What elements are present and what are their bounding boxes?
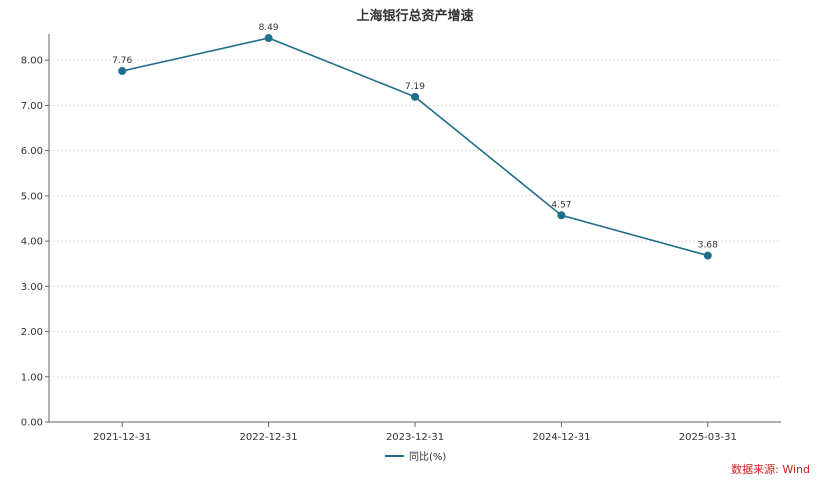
y-tick-label: 8.00 [21, 56, 43, 67]
data-point[interactable] [118, 67, 127, 76]
series-group [118, 34, 712, 260]
data-label: 7.19 [405, 82, 425, 92]
y-tick-label: 0.00 [21, 418, 43, 429]
x-tick-label: 2021-12-31 [93, 432, 151, 443]
series-line [122, 37, 709, 257]
y-tick-label: 5.00 [21, 191, 43, 202]
data-label: 8.49 [259, 23, 279, 33]
y-tick-labels: 0.00 1.00 2.00 3.00 4.00 5.00 6.00 7.00 8.00 [21, 56, 43, 429]
y-tick-label: 4.00 [21, 237, 43, 248]
legend[interactable]: 同比(%) [385, 451, 446, 463]
x-tick-labels: 2021-12-31 2022-12-31 2023-12-31 2024-12-31… [93, 432, 737, 443]
y-tick-label: 6.00 [21, 146, 43, 157]
axes [48, 34, 781, 427]
data-label: 4.57 [551, 200, 571, 210]
x-tick-label: 2022-12-31 [240, 432, 298, 443]
data-point[interactable] [703, 251, 712, 260]
y-tick-label: 3.00 [21, 282, 43, 293]
y-tick-label: 1.00 [21, 372, 43, 383]
data-labels: 7.76 8.49 7.19 4.57 3.68 [112, 23, 718, 251]
data-point[interactable] [411, 92, 419, 101]
chart-title: 上海银行总资产增速 [356, 8, 473, 24]
x-tick-label: 2023-12-31 [386, 432, 444, 443]
data-label: 3.68 [698, 241, 718, 251]
legend-label: 同比(%) [409, 451, 446, 463]
data-point[interactable] [557, 211, 566, 220]
data-point[interactable] [264, 34, 273, 43]
y-tick-label: 7.00 [21, 101, 43, 112]
y-tick-label: 2.00 [21, 327, 43, 338]
grid-lines [45, 59, 781, 423]
data-label: 7.76 [112, 56, 132, 66]
x-tick-label: 2025-03-31 [679, 432, 737, 443]
x-tick-label: 2024-12-31 [532, 432, 590, 443]
data-source-label: 数据来源: Wind [731, 462, 810, 476]
